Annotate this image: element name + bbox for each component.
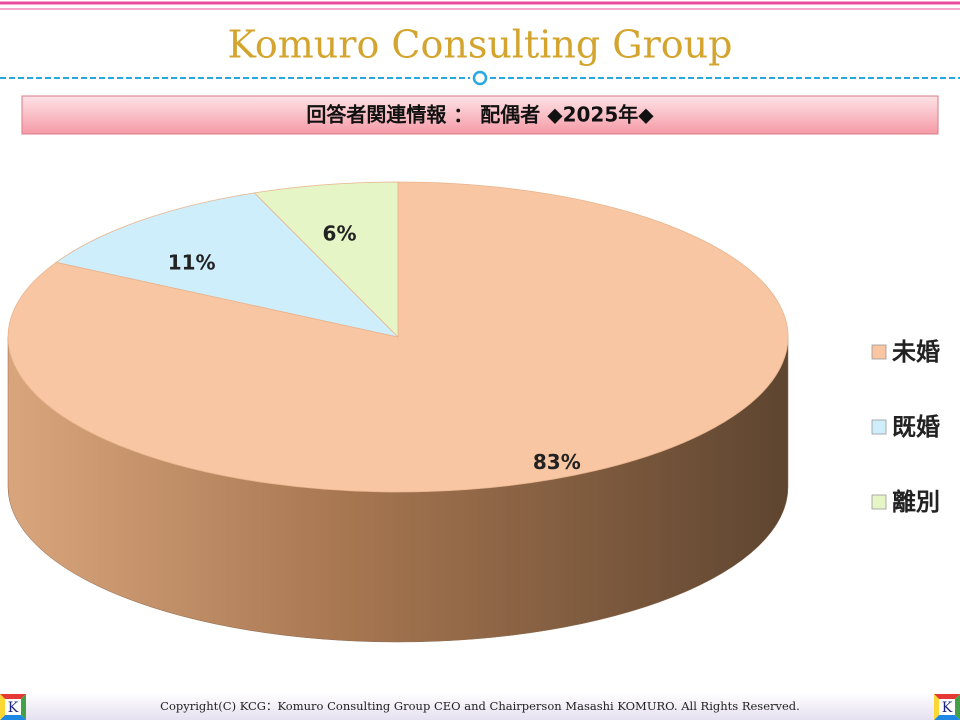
legend-swatch xyxy=(871,344,887,360)
data-label: 83% xyxy=(533,450,581,474)
divider-dot xyxy=(472,70,488,86)
header-title: Komuro Consulting Group xyxy=(228,23,733,67)
banner xyxy=(21,95,939,135)
logo: K xyxy=(0,694,26,720)
slice xyxy=(55,192,400,338)
legend-label: 離別 xyxy=(892,488,940,516)
copyright: Copyright(C) KCG：Komuro Consulting Group… xyxy=(160,699,800,713)
data-label: 11% xyxy=(168,250,216,274)
logo-letter: K xyxy=(942,700,953,716)
footer-bar xyxy=(0,692,960,720)
slice xyxy=(7,181,789,493)
legend-label: 未婚 xyxy=(892,338,940,366)
legend-label: 既婚 xyxy=(892,413,940,441)
logo: K xyxy=(934,694,960,720)
chart-title: 回答者関連情報 ： 配偶者 ◆2025年◆ xyxy=(306,103,654,127)
slice xyxy=(253,181,399,338)
logo-letter: K xyxy=(8,700,19,716)
data-label: 6% xyxy=(323,222,357,246)
legend-swatch xyxy=(871,494,887,510)
legend-swatch xyxy=(871,419,887,435)
